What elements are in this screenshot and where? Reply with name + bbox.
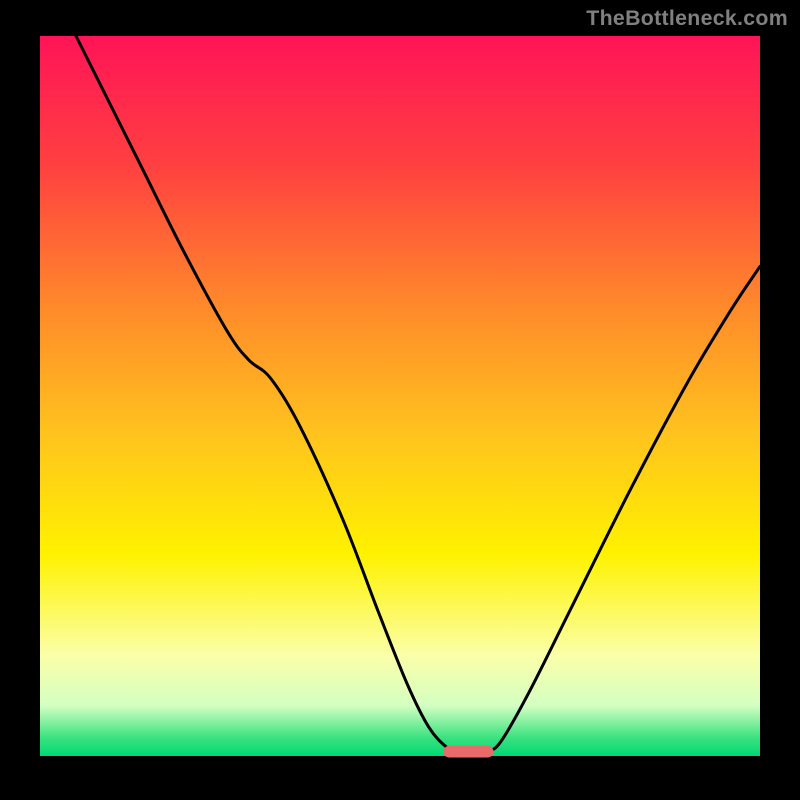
plot-area: [40, 36, 760, 756]
watermark-text: TheBottleneck.com: [586, 6, 788, 31]
bottleneck-curve: [76, 36, 760, 753]
optimal-range-marker: [443, 746, 493, 758]
chart-overlay: [40, 36, 760, 756]
chart-canvas: TheBottleneck.com: [0, 0, 800, 800]
